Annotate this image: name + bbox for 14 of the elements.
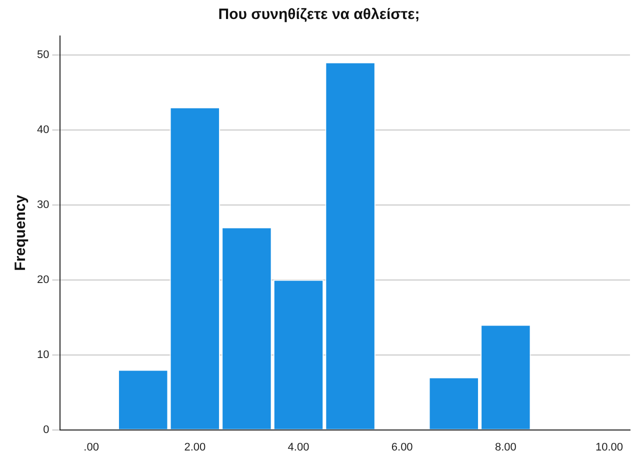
y-tick-label: 10 bbox=[36, 348, 50, 361]
x-tick-label: .00 bbox=[84, 441, 99, 454]
y-axis-title: Frequency bbox=[12, 194, 30, 271]
y-tick-label: 30 bbox=[36, 198, 50, 211]
x-tick-label: 8.00 bbox=[494, 441, 516, 454]
x-tick-label: 4.00 bbox=[288, 441, 310, 454]
y-tick-label: 0 bbox=[43, 424, 50, 436]
chart-title: Που συνηθίζετε να αθλείστε; bbox=[218, 6, 420, 24]
x-tick-label: 6.00 bbox=[391, 441, 413, 454]
x-tick-label: 2.00 bbox=[184, 441, 206, 454]
x-tick-label: 10.00 bbox=[596, 441, 624, 454]
y-tick-label: 20 bbox=[36, 274, 50, 286]
y-tick-label: 40 bbox=[36, 124, 50, 136]
y-tick-label: 50 bbox=[36, 48, 50, 61]
